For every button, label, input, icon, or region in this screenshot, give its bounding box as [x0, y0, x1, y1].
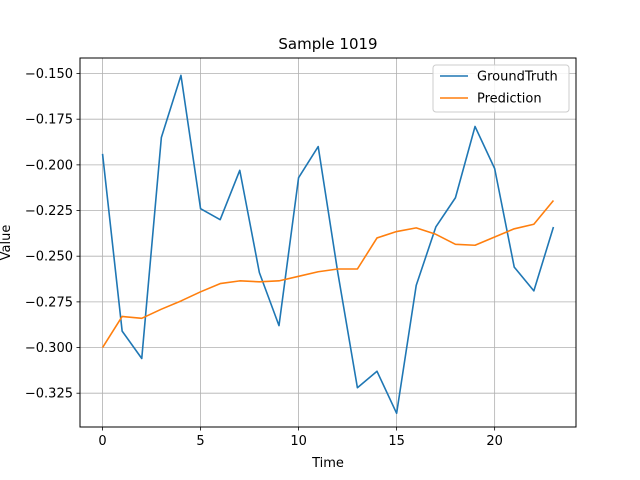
y-tick-label: −0.200: [25, 158, 73, 173]
ticks: 0 5 10 15 20 −0.325 −0.300 −0.275 −0.250 −0.225 −0…: [25, 67, 503, 449]
series-line-groundtruth: [101, 74, 555, 415]
series-layer: [101, 74, 555, 415]
chart-title: Sample 1019: [278, 35, 377, 53]
x-tick-label: 5: [196, 434, 204, 449]
x-tick-label: 20: [486, 434, 503, 449]
y-tick-label: −0.325: [25, 387, 73, 402]
y-tick-label: −0.300: [25, 341, 73, 356]
y-tick-label: −0.175: [25, 113, 73, 128]
legend-label-groundtruth: GroundTruth: [477, 70, 558, 85]
legend: GroundTruth Prediction: [432, 64, 570, 113]
x-tick-label: 0: [98, 434, 106, 449]
y-tick-label: −0.225: [25, 204, 73, 219]
x-tick-label: 10: [290, 434, 307, 449]
y-tick-label: −0.275: [25, 295, 73, 310]
x-tick-label: 15: [388, 434, 405, 449]
legend-label-prediction: Prediction: [477, 92, 542, 107]
y-axis-label: Value: [0, 225, 14, 261]
series-line-prediction: [101, 199, 555, 348]
y-tick-label: −0.250: [25, 250, 73, 265]
x-axis-label: Time: [311, 456, 344, 471]
y-tick-label: −0.150: [25, 67, 73, 82]
plot-frame: [79, 57, 577, 428]
